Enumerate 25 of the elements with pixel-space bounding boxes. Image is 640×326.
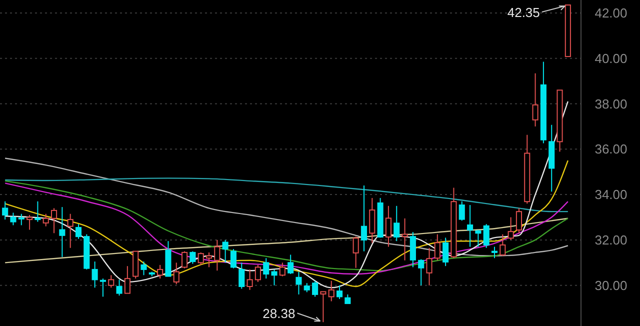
y-tick-label: 42.00 <box>594 5 628 20</box>
y-tick-label: 38.00 <box>594 96 628 112</box>
candlestick <box>467 204 474 248</box>
candlestick <box>426 247 432 286</box>
y-tick-label: 34.00 <box>594 187 628 202</box>
candlestick <box>402 218 408 261</box>
candlestick <box>532 72 538 127</box>
candlestick <box>59 206 66 258</box>
candlestick <box>369 197 376 244</box>
candlestick <box>385 205 392 248</box>
y-tick-label: 32.00 <box>594 232 628 248</box>
annotation: 28.38 <box>262 306 296 322</box>
candlestick <box>548 124 555 192</box>
line-series <box>4 160 569 288</box>
candlestick <box>296 271 302 295</box>
candlestick <box>214 239 220 272</box>
y-tick-label: 30.00 <box>594 278 628 293</box>
annotation: 42.35 <box>507 4 540 20</box>
candlestick <box>92 261 98 288</box>
line-series <box>4 178 569 212</box>
y-tick-label: 40.00 <box>594 50 628 66</box>
line-series <box>4 158 569 256</box>
candlestick <box>360 184 368 252</box>
y-tick-label: 36.00 <box>594 142 628 157</box>
candlestick <box>328 280 334 302</box>
